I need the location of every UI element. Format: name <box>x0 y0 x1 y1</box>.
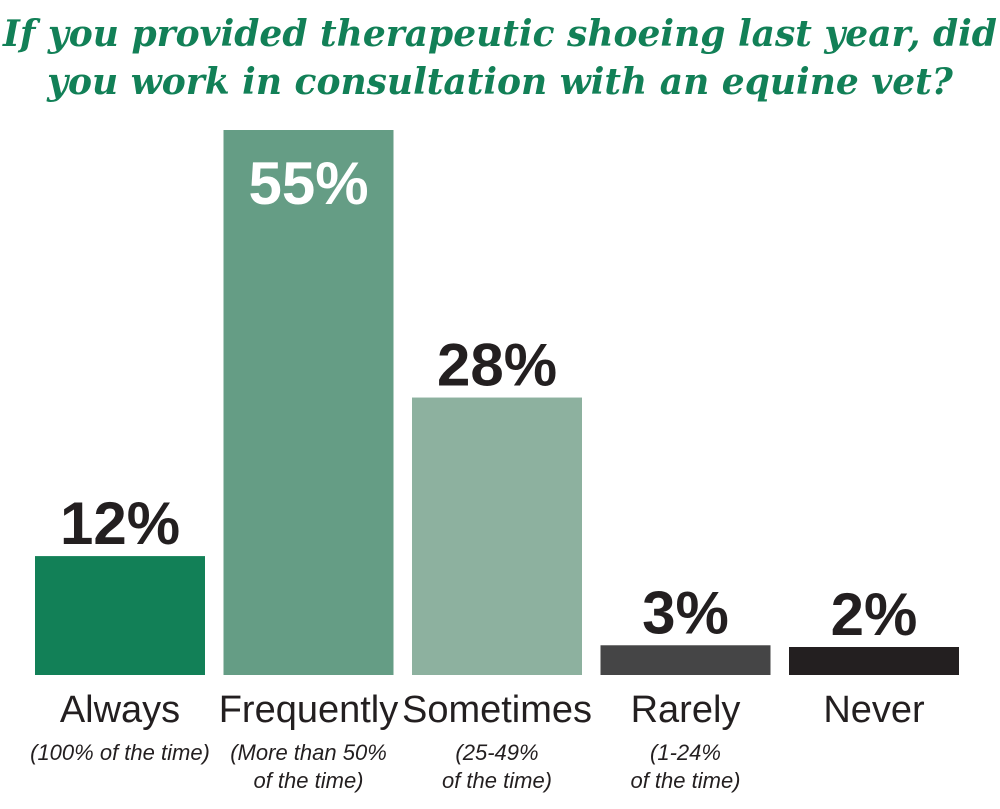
value-label-frequently: 55% <box>248 150 368 217</box>
category-label-always: Always <box>60 689 180 731</box>
category-sublabel-sometimes: (25-49% <box>455 740 538 765</box>
chart-title-line-1: If you provided therapeutic shoeing last… <box>3 13 997 55</box>
bar-never <box>789 647 959 675</box>
value-label-always: 12% <box>60 490 180 557</box>
category-label-never: Never <box>823 689 925 731</box>
bar-rarely <box>600 645 771 675</box>
category-sublabel-rarely: of the time) <box>630 768 740 793</box>
category-label-sometimes: Sometimes <box>402 689 592 731</box>
value-label-sometimes: 28% <box>437 332 557 399</box>
value-label-rarely: 3% <box>642 579 729 646</box>
category-sublabel-frequently: (More than 50% <box>230 740 387 765</box>
chart-title: If you provided therapeutic shoeing last… <box>0 10 1000 106</box>
chart-title-line-2: you work in consultation with an equine … <box>47 61 953 103</box>
value-label-never: 2% <box>831 581 918 648</box>
bar-always <box>35 556 205 675</box>
category-sublabel-rarely: (1-24% <box>650 740 721 765</box>
bar-frequently <box>223 130 394 675</box>
bar-sometimes <box>412 397 582 675</box>
category-sublabel-always: (100% of the time) <box>30 740 210 765</box>
category-label-rarely: Rarely <box>631 689 741 731</box>
category-sublabel-frequently: of the time) <box>253 768 363 793</box>
category-label-frequently: Frequently <box>219 689 399 731</box>
category-sublabel-sometimes: of the time) <box>442 768 552 793</box>
